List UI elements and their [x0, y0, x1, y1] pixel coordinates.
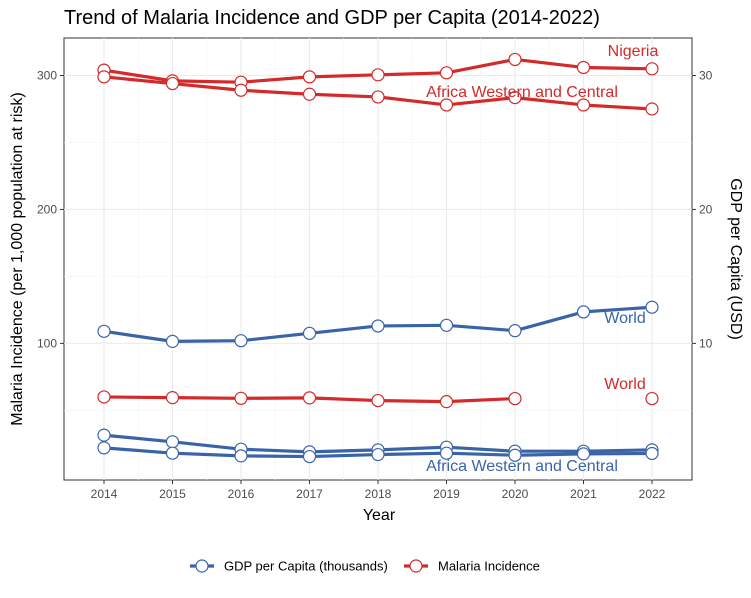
x-tick-label-2019: 2019 [433, 487, 460, 501]
y-left-tick-label-200: 200 [37, 202, 57, 216]
series-malaria-incidence-africa-western-and-central-point-2022 [645, 102, 659, 116]
series-gdp-per-capita-thousands--africa-western-and-central-point-2017 [302, 449, 317, 464]
y-right-tick-label-10: 10 [699, 336, 713, 350]
series-malaria-incidence-world-point-2018 [371, 393, 385, 408]
legend-item-gdp-per-capita-thousands--label: GDP per Capita (thousands) [224, 559, 388, 574]
x-tick-label-2021: 2021 [570, 487, 597, 501]
grid [64, 38, 692, 480]
annotation-africa-western-and-central-4: Africa Western and Central [426, 458, 618, 475]
y-left-tick-label-300: 300 [37, 69, 57, 83]
y-left-tick-label-100: 100 [37, 336, 57, 350]
x-tick-label-2015: 2015 [159, 487, 186, 501]
series-malaria-incidence-world-point-2014 [97, 390, 111, 404]
series-gdp-per-capita-thousands--world-point-2019 [439, 318, 454, 332]
series-malaria-incidence-world-point-2020 [508, 391, 522, 406]
series-malaria-incidence-world-point-2015 [165, 391, 180, 405]
x-tick-label-2018: 2018 [365, 487, 392, 501]
legend-item-gdp-per-capita-thousands--marker [195, 559, 209, 573]
y-axis-right: 10 20 30 [692, 69, 713, 350]
series-malaria-incidence-africa-western-and-central-point-2020 [508, 91, 522, 105]
series-annotations: Nigeria Africa Western and Central World Wo… [426, 43, 658, 475]
y-axis-left: 100 200 300 [37, 69, 64, 350]
series-malaria-incidence-world-point-2022 [645, 391, 659, 406]
legend-item-gdp-per-capita-thousands-: GDP per Capita (thousands) [190, 559, 388, 574]
series-malaria-incidence-africa-western-and-central-point-2017 [302, 87, 317, 101]
series-gdp-per-capita-thousands--africa-western-and-central-point-2016 [234, 449, 248, 463]
series-malaria-incidence-africa-western-and-central-point-2014 [97, 70, 111, 84]
x-axis: 2014 2015 2016 2017 2018 2019 2020 2021 2022 [91, 480, 666, 501]
chart-title: Trend of Malaria Incidence and GDP per C… [64, 7, 600, 29]
series-gdp-per-capita-thousands--africa-western-and-central-point-2020 [508, 448, 522, 462]
x-tick-label-2014: 2014 [91, 487, 118, 501]
x-tick-label-2020: 2020 [502, 487, 529, 501]
series-malaria-incidence-nigeria-point-2017 [302, 70, 317, 84]
y-right-tick-label-20: 20 [699, 202, 713, 216]
series-malaria-incidence-africa-western-and-central-point-2018 [371, 90, 385, 104]
series-malaria-incidence-africa-western-and-central-point-2019 [439, 98, 454, 112]
legend-item-malaria-incidence-marker [409, 559, 423, 573]
annotation-world-3: World [604, 310, 646, 327]
legend-item-malaria-incidence: Malaria Incidence [404, 559, 540, 574]
annotation-nigeria-0: Nigeria [608, 43, 659, 60]
legend: GDP per Capita (thousands) Malaria Incide… [190, 559, 540, 574]
y-right-tick-label-30: 30 [699, 69, 713, 83]
series-gdp-per-capita-thousands--world-point-2022 [645, 300, 659, 314]
series-malaria-incidence-africa-western-and-central-point-2021 [576, 98, 591, 112]
x-tick-label-2022: 2022 [639, 487, 666, 501]
series-gdp-per-capita-thousands--world-point-2016 [234, 334, 248, 348]
series-gdp-per-capita-thousands--africa-western-and-central-point-2021 [576, 447, 591, 461]
series-gdp-per-capita-thousands--nigeria-point-2015 [165, 435, 180, 449]
series-gdp-per-capita-thousands--world-point-2018 [371, 319, 385, 333]
series-points [97, 52, 659, 464]
y-axis-right-title: GDP per Capita (USD) [727, 178, 744, 340]
annotation-world-2: World [604, 376, 646, 393]
series-malaria-incidence-nigeria-point-2021 [576, 60, 591, 75]
series-malaria-incidence-nigeria-point-2019 [439, 66, 454, 80]
series-gdp-per-capita-thousands--africa-western-and-central-point-2018 [371, 447, 385, 462]
x-axis-title: Year [363, 507, 396, 524]
x-tick-label-2017: 2017 [296, 487, 323, 501]
series-malaria-incidence-nigeria-point-2020 [508, 52, 522, 67]
series-gdp-per-capita-thousands--world-point-2017 [302, 326, 317, 340]
series-gdp-per-capita-thousands--africa-western-and-central-point-2015 [165, 446, 180, 460]
series-malaria-incidence-world-point-2016 [234, 391, 248, 405]
series-malaria-incidence-nigeria-point-2018 [371, 68, 385, 82]
series-gdp-per-capita-thousands--nigeria-point-2014 [97, 428, 111, 442]
y-axis-left-title: Malaria Incidence (per 1,000 population … [9, 92, 26, 426]
series-gdp-per-capita-thousands--world-point-2021 [576, 305, 591, 319]
series-malaria-incidence-africa-western-and-central-point-2016 [234, 83, 248, 97]
annotation-africa-western-and-central-1: Africa Western and Central [426, 84, 618, 101]
series-gdp-per-capita-thousands--world-point-2020 [508, 324, 522, 338]
series-gdp-per-capita-thousands--world-point-2015 [165, 334, 180, 348]
legend-item-malaria-incidence-label: Malaria Incidence [438, 559, 540, 574]
series-gdp-per-capita-thousands--africa-western-and-central-point-2014 [97, 441, 111, 455]
series-malaria-incidence-nigeria-point-2022 [645, 62, 659, 76]
series-malaria-incidence-world-point-2019 [439, 395, 454, 409]
series-gdp-per-capita-thousands--world-point-2014 [97, 324, 111, 338]
series-malaria-incidence-world-point-2017 [302, 391, 317, 405]
series-gdp-per-capita-thousands--africa-western-and-central-point-2022 [645, 446, 659, 461]
series-malaria-incidence-africa-western-and-central-point-2015 [165, 76, 180, 91]
x-tick-label-2016: 2016 [228, 487, 255, 501]
series-gdp-per-capita-thousands--africa-western-and-central-point-2019 [439, 446, 454, 460]
